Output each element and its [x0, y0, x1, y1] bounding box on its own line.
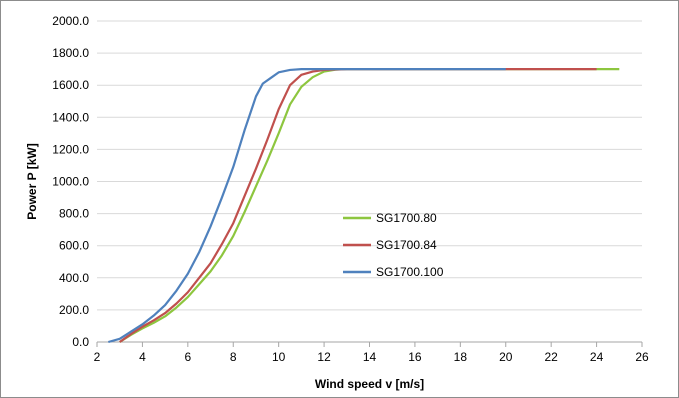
x-tick-label: 14 [363, 350, 377, 364]
y-tick-label: 800.0 [59, 207, 89, 221]
legend-label: SG1700.80 [376, 211, 437, 225]
x-tick-label: 24 [590, 350, 604, 364]
y-tick-label: 2000.0 [52, 14, 89, 28]
series-lines [108, 68, 620, 344]
series-line-2 [119, 68, 597, 343]
y-tick-label: 1600.0 [52, 78, 89, 92]
x-tick-label: 10 [272, 350, 286, 364]
x-tick-label: 4 [139, 350, 146, 364]
x-axis-title: Wind speed v [m/s] [315, 377, 424, 391]
y-tick-label: 0.0 [72, 335, 89, 349]
y-tick-label: 1200.0 [52, 142, 89, 156]
x-tick-label: 12 [317, 350, 331, 364]
x-tick-label: 8 [230, 350, 237, 364]
x-tick-label: 16 [408, 350, 422, 364]
x-tick-label: 20 [499, 350, 513, 364]
y-tick-label: 200.0 [59, 303, 89, 317]
legend: SG1700.80 SG1700.84 SG1700.100 [343, 211, 444, 279]
legend-label: SG1700.100 [376, 265, 444, 279]
x-tick-label: 6 [184, 350, 191, 364]
y-tick-label: 400.0 [59, 271, 89, 285]
x-tick-label: 18 [454, 350, 468, 364]
axes [96, 341, 643, 347]
legend-label: SG1700.84 [376, 238, 437, 252]
y-axis-title: Power P [kW] [25, 143, 39, 219]
tick-labels: 0.0 200.0 400.0 600.0 800.0 1000.0 1200.0 1400.… [52, 14, 649, 364]
series-line-1 [119, 68, 620, 343]
y-tick-label: 1000.0 [52, 175, 89, 189]
y-tick-label: 1400.0 [52, 110, 89, 124]
x-tick-label: 2 [94, 350, 101, 364]
x-tick-label: 26 [635, 350, 649, 364]
series-line-3 [108, 68, 506, 344]
y-tick-label: 600.0 [59, 239, 89, 253]
x-tick-label: 22 [544, 350, 558, 364]
gridlines [97, 20, 642, 311]
y-tick-label: 1800.0 [52, 46, 89, 60]
